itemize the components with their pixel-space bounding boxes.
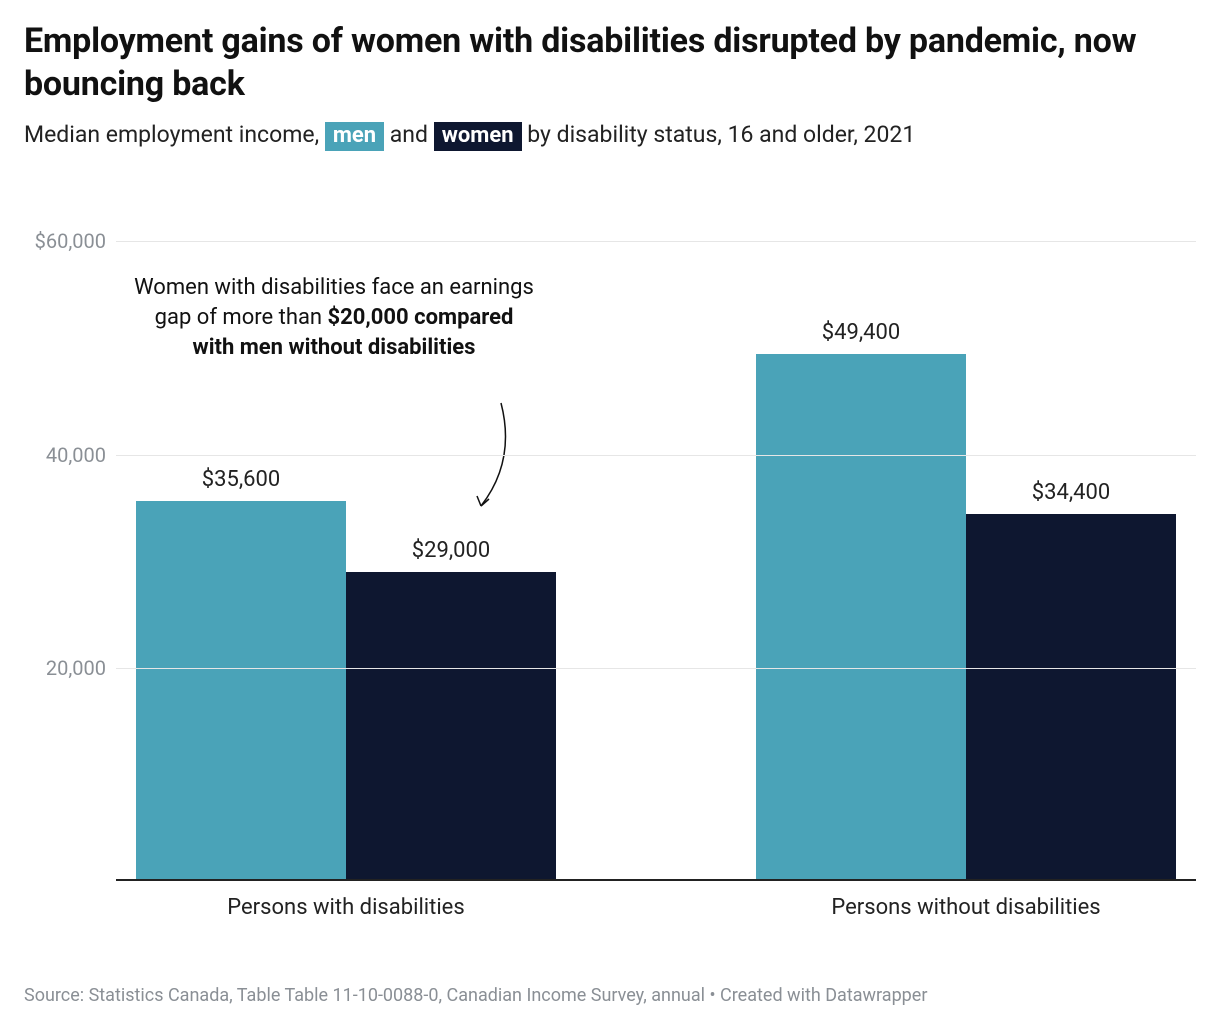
chart-container: Employment gains of women with disabilit… [0,0,1220,1020]
subtitle-text: and [384,121,434,148]
annotation-arrow [24,241,1196,881]
legend-chip-women: women [434,122,522,151]
chart-footer: Source: Statistics Canada, Table Table 1… [24,985,1196,1006]
gridline [116,241,1196,242]
chart-title: Employment gains of women with disabilit… [24,20,1196,105]
legend-chip-men: men [325,122,384,151]
gridline [116,455,1196,456]
x-axis-labels: Persons with disabilitiesPersons without… [116,881,1196,895]
subtitle-text: by disability status, 16 and older, 2021 [522,121,916,148]
plot-area: 20,00040,000$60,000 $35,600$29,000$49,40… [24,241,1196,881]
x-axis-label: Persons without disabilities [831,895,1100,920]
gridline [116,668,1196,669]
subtitle-text: Median employment income, [24,121,325,148]
chart-subtitle: Median employment income, men and women … [24,119,1196,151]
x-axis-label: Persons with disabilities [227,895,464,920]
